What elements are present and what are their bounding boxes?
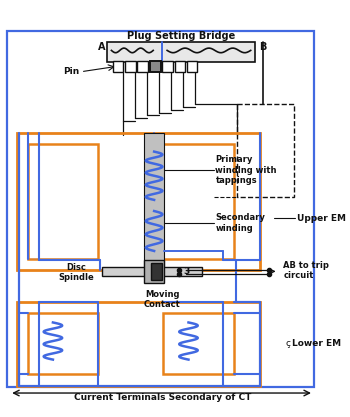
Bar	[138, 60, 148, 72]
Bar	[163, 313, 234, 374]
Bar	[175, 60, 185, 72]
Text: A: A	[98, 42, 106, 52]
Text: Primary
windIng with
tappings: Primary windIng with tappings	[215, 155, 277, 185]
Text: ç: ç	[285, 339, 290, 348]
Bar	[113, 60, 124, 72]
Bar	[17, 302, 260, 386]
Text: Moving
Contact: Moving Contact	[144, 290, 181, 309]
Bar	[125, 60, 135, 72]
Bar	[144, 133, 164, 267]
Bar	[144, 260, 164, 283]
Bar	[163, 144, 234, 259]
Text: AB to trip
circuit: AB to trip circuit	[283, 261, 329, 280]
Bar	[237, 104, 294, 197]
Text: 3: 3	[184, 267, 190, 276]
Text: Pin: Pin	[64, 67, 80, 76]
Text: Disc
Spindle: Disc Spindle	[58, 263, 94, 282]
Bar	[107, 42, 256, 63]
Text: Plug Setting Bridge: Plug Setting Bridge	[127, 30, 235, 40]
Bar	[151, 263, 162, 280]
Bar	[187, 60, 197, 72]
Bar	[102, 267, 202, 276]
Bar	[17, 133, 260, 271]
Bar	[28, 144, 98, 259]
Text: B: B	[259, 42, 266, 52]
Text: Upper EM: Upper EM	[297, 214, 346, 223]
Bar	[150, 60, 161, 72]
Text: Secondary
winding: Secondary winding	[215, 214, 265, 233]
Text: Lower EM: Lower EM	[293, 339, 342, 348]
Text: Current Terminals Secondary of CT: Current Terminals Secondary of CT	[74, 393, 251, 402]
Bar	[162, 60, 173, 72]
Bar	[28, 313, 98, 374]
